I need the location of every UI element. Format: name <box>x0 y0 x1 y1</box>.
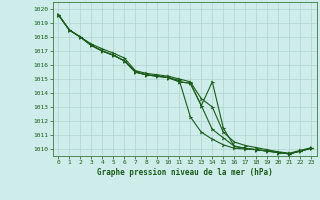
X-axis label: Graphe pression niveau de la mer (hPa): Graphe pression niveau de la mer (hPa) <box>97 168 273 177</box>
